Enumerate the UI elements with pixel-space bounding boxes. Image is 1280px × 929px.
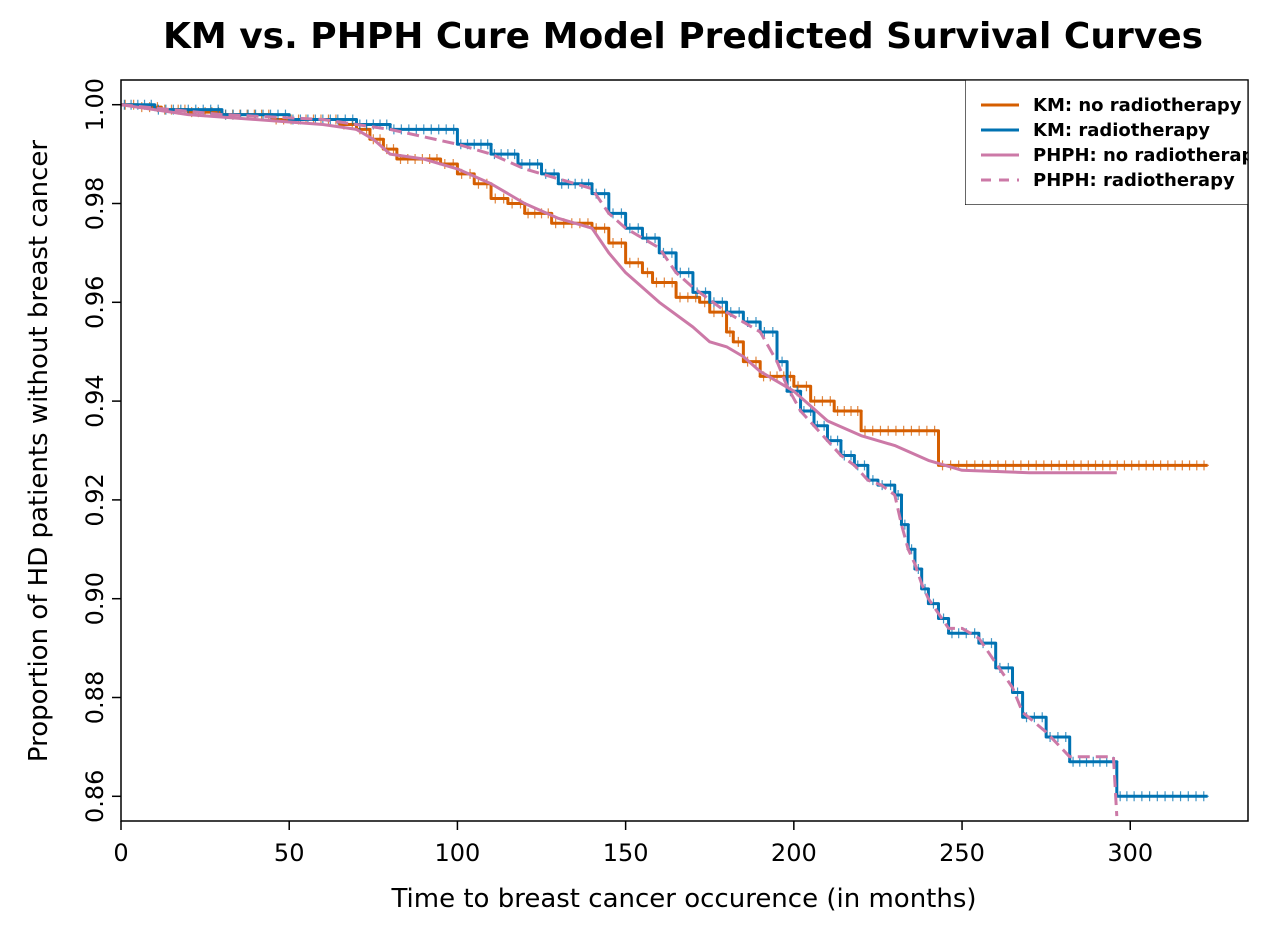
y-tick-label: 1.00	[81, 78, 109, 131]
legend-label: KM: radiotherapy	[1033, 120, 1210, 141]
y-tick-label: 0.88	[81, 671, 109, 724]
x-axis: 0 50 100 150 200 250 300	[113, 821, 1153, 867]
series-3	[121, 103, 1119, 817]
y-tick-label: 0.90	[81, 572, 109, 625]
series-line	[121, 103, 1117, 475]
series-line	[121, 103, 1208, 798]
y-tick-label: 0.98	[81, 177, 109, 230]
y-axis: 0.86 0.88 0.90 0.92 0.94 0.96 0.98 1.00	[81, 78, 121, 823]
x-tick-label: 0	[113, 839, 128, 867]
legend-label: KM: no radiotherapy	[1033, 95, 1242, 116]
y-axis-label: Proportion of HD patients without breast…	[24, 140, 54, 762]
x-axis-label: Time to breast cancer occurence (in mont…	[390, 884, 976, 914]
series-line	[121, 103, 1208, 467]
plot-area	[121, 99, 1210, 817]
legend: KM: no radiotherapy KM: radiotherapy PHPH:…	[965, 80, 1266, 205]
y-tick-label: 0.96	[81, 276, 109, 329]
x-tick-label: 250	[939, 839, 985, 867]
chart-title: KM vs. PHPH Cure Model Predicted Surviva…	[163, 16, 1203, 57]
legend-box	[965, 80, 1248, 205]
y-tick-label: 0.94	[81, 374, 109, 427]
series-2	[121, 103, 1117, 475]
x-tick-label: 150	[603, 839, 649, 867]
x-tick-label: 100	[435, 839, 481, 867]
series-line	[121, 103, 1119, 817]
legend-label: PHPH: radiotherapy	[1033, 170, 1235, 191]
y-tick-label: 0.92	[81, 473, 109, 526]
x-tick-label: 50	[274, 839, 305, 867]
legend-label: PHPH: no radiotherapy	[1033, 145, 1266, 166]
x-tick-label: 200	[771, 839, 817, 867]
x-tick-label: 300	[1107, 839, 1153, 867]
plot-frame	[120, 79, 1249, 822]
series-0	[121, 99, 1210, 471]
y-tick-label: 0.86	[81, 770, 109, 823]
